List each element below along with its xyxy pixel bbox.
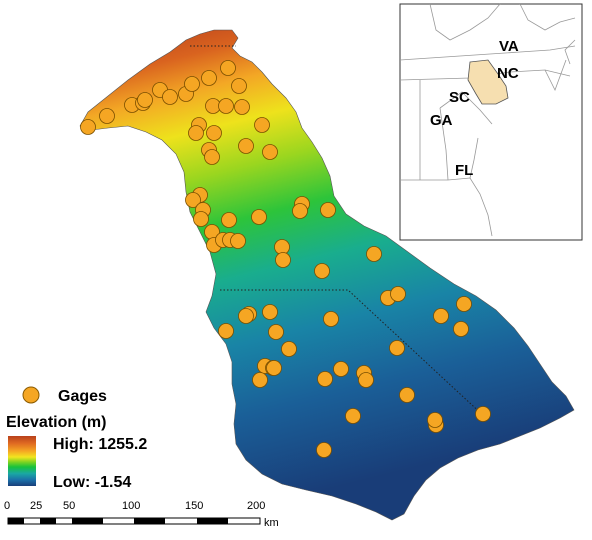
- gages-legend-label: Gages: [58, 388, 107, 405]
- gage-marker: [80, 119, 96, 135]
- gage-marker: [231, 78, 247, 94]
- gage-marker: [238, 138, 254, 154]
- inset-basin-highlight: [467, 59, 509, 105]
- gage-marker: [427, 412, 443, 428]
- gage-marker: [230, 233, 246, 249]
- gage-marker: [323, 311, 339, 327]
- gage-marker: [162, 89, 178, 105]
- gage-marker: [185, 192, 201, 208]
- elevation-legend-title: Elevation (m): [6, 414, 106, 431]
- elevation-low-label: Low: -1.54: [53, 474, 131, 491]
- elevation-color-ramp: [8, 436, 36, 486]
- gage-marker: [320, 202, 336, 218]
- map-legend: Gages Elevation (m) High: 1255.2 Low: -1…: [6, 386, 147, 491]
- gage-marker: [184, 76, 200, 92]
- gage-marker: [188, 125, 204, 141]
- gage-marker: [218, 323, 234, 339]
- gage-marker: [314, 263, 330, 279]
- gage-marker: [266, 360, 282, 376]
- gages-layer: [80, 60, 491, 458]
- gage-marker: [204, 149, 220, 165]
- gage-marker: [358, 372, 374, 388]
- gage-marker: [193, 211, 209, 227]
- scale-tick-50: 50: [63, 500, 75, 512]
- gage-marker: [345, 408, 361, 424]
- gage-marker: [475, 406, 491, 422]
- gage-marker: [206, 125, 222, 141]
- inset-label-va: VA: [499, 38, 519, 55]
- gage-marker: [252, 372, 268, 388]
- state-boundary-line: [190, 45, 487, 419]
- inset-frame: [399, 3, 583, 241]
- gage-marker: [390, 286, 406, 302]
- gage-marker: [316, 442, 332, 458]
- gage-marker: [234, 99, 250, 115]
- scale-tick-150: 150: [185, 500, 203, 512]
- gage-marker: [201, 70, 217, 86]
- gage-marker: [399, 387, 415, 403]
- gage-marker: [137, 92, 153, 108]
- gage-marker: [317, 371, 333, 387]
- gage-marker: [389, 340, 405, 356]
- scale-bar: 0 25 50 100 150 200 km: [4, 500, 279, 529]
- gage-marker: [268, 324, 284, 340]
- gage-marker: [433, 308, 449, 324]
- gage-marker: [218, 98, 234, 114]
- inset-label-ga: GA: [430, 112, 453, 129]
- scale-tick-100: 100: [122, 500, 140, 512]
- gage-marker: [281, 341, 297, 357]
- gage-marker: [456, 296, 472, 312]
- scale-tick-25: 25: [30, 500, 42, 512]
- gage-marker: [221, 212, 237, 228]
- gage-marker: [220, 60, 236, 76]
- inset-map: VA NC SC GA FL: [399, 3, 583, 241]
- gage-marker: [292, 203, 308, 219]
- gage-marker: [275, 252, 291, 268]
- gage-marker: [366, 246, 382, 262]
- inset-label-fl: FL: [455, 162, 473, 179]
- inset-state-outlines: [399, 3, 576, 237]
- gage-marker: [254, 117, 270, 133]
- gage-marker: [238, 308, 254, 324]
- inset-label-sc: SC: [449, 89, 470, 106]
- scale-tick-0: 0: [4, 500, 10, 512]
- inset-label-nc: NC: [497, 65, 519, 82]
- gage-marker: [453, 321, 469, 337]
- elevation-high-label: High: 1255.2: [53, 436, 147, 453]
- gage-marker: [262, 304, 278, 320]
- scale-unit-label: km: [264, 517, 279, 529]
- gage-marker: [333, 361, 349, 377]
- gage-marker: [262, 144, 278, 160]
- gage-legend-symbol: [22, 386, 40, 404]
- scale-tick-200: 200: [247, 500, 265, 512]
- gage-marker: [99, 108, 115, 124]
- gage-marker: [251, 209, 267, 225]
